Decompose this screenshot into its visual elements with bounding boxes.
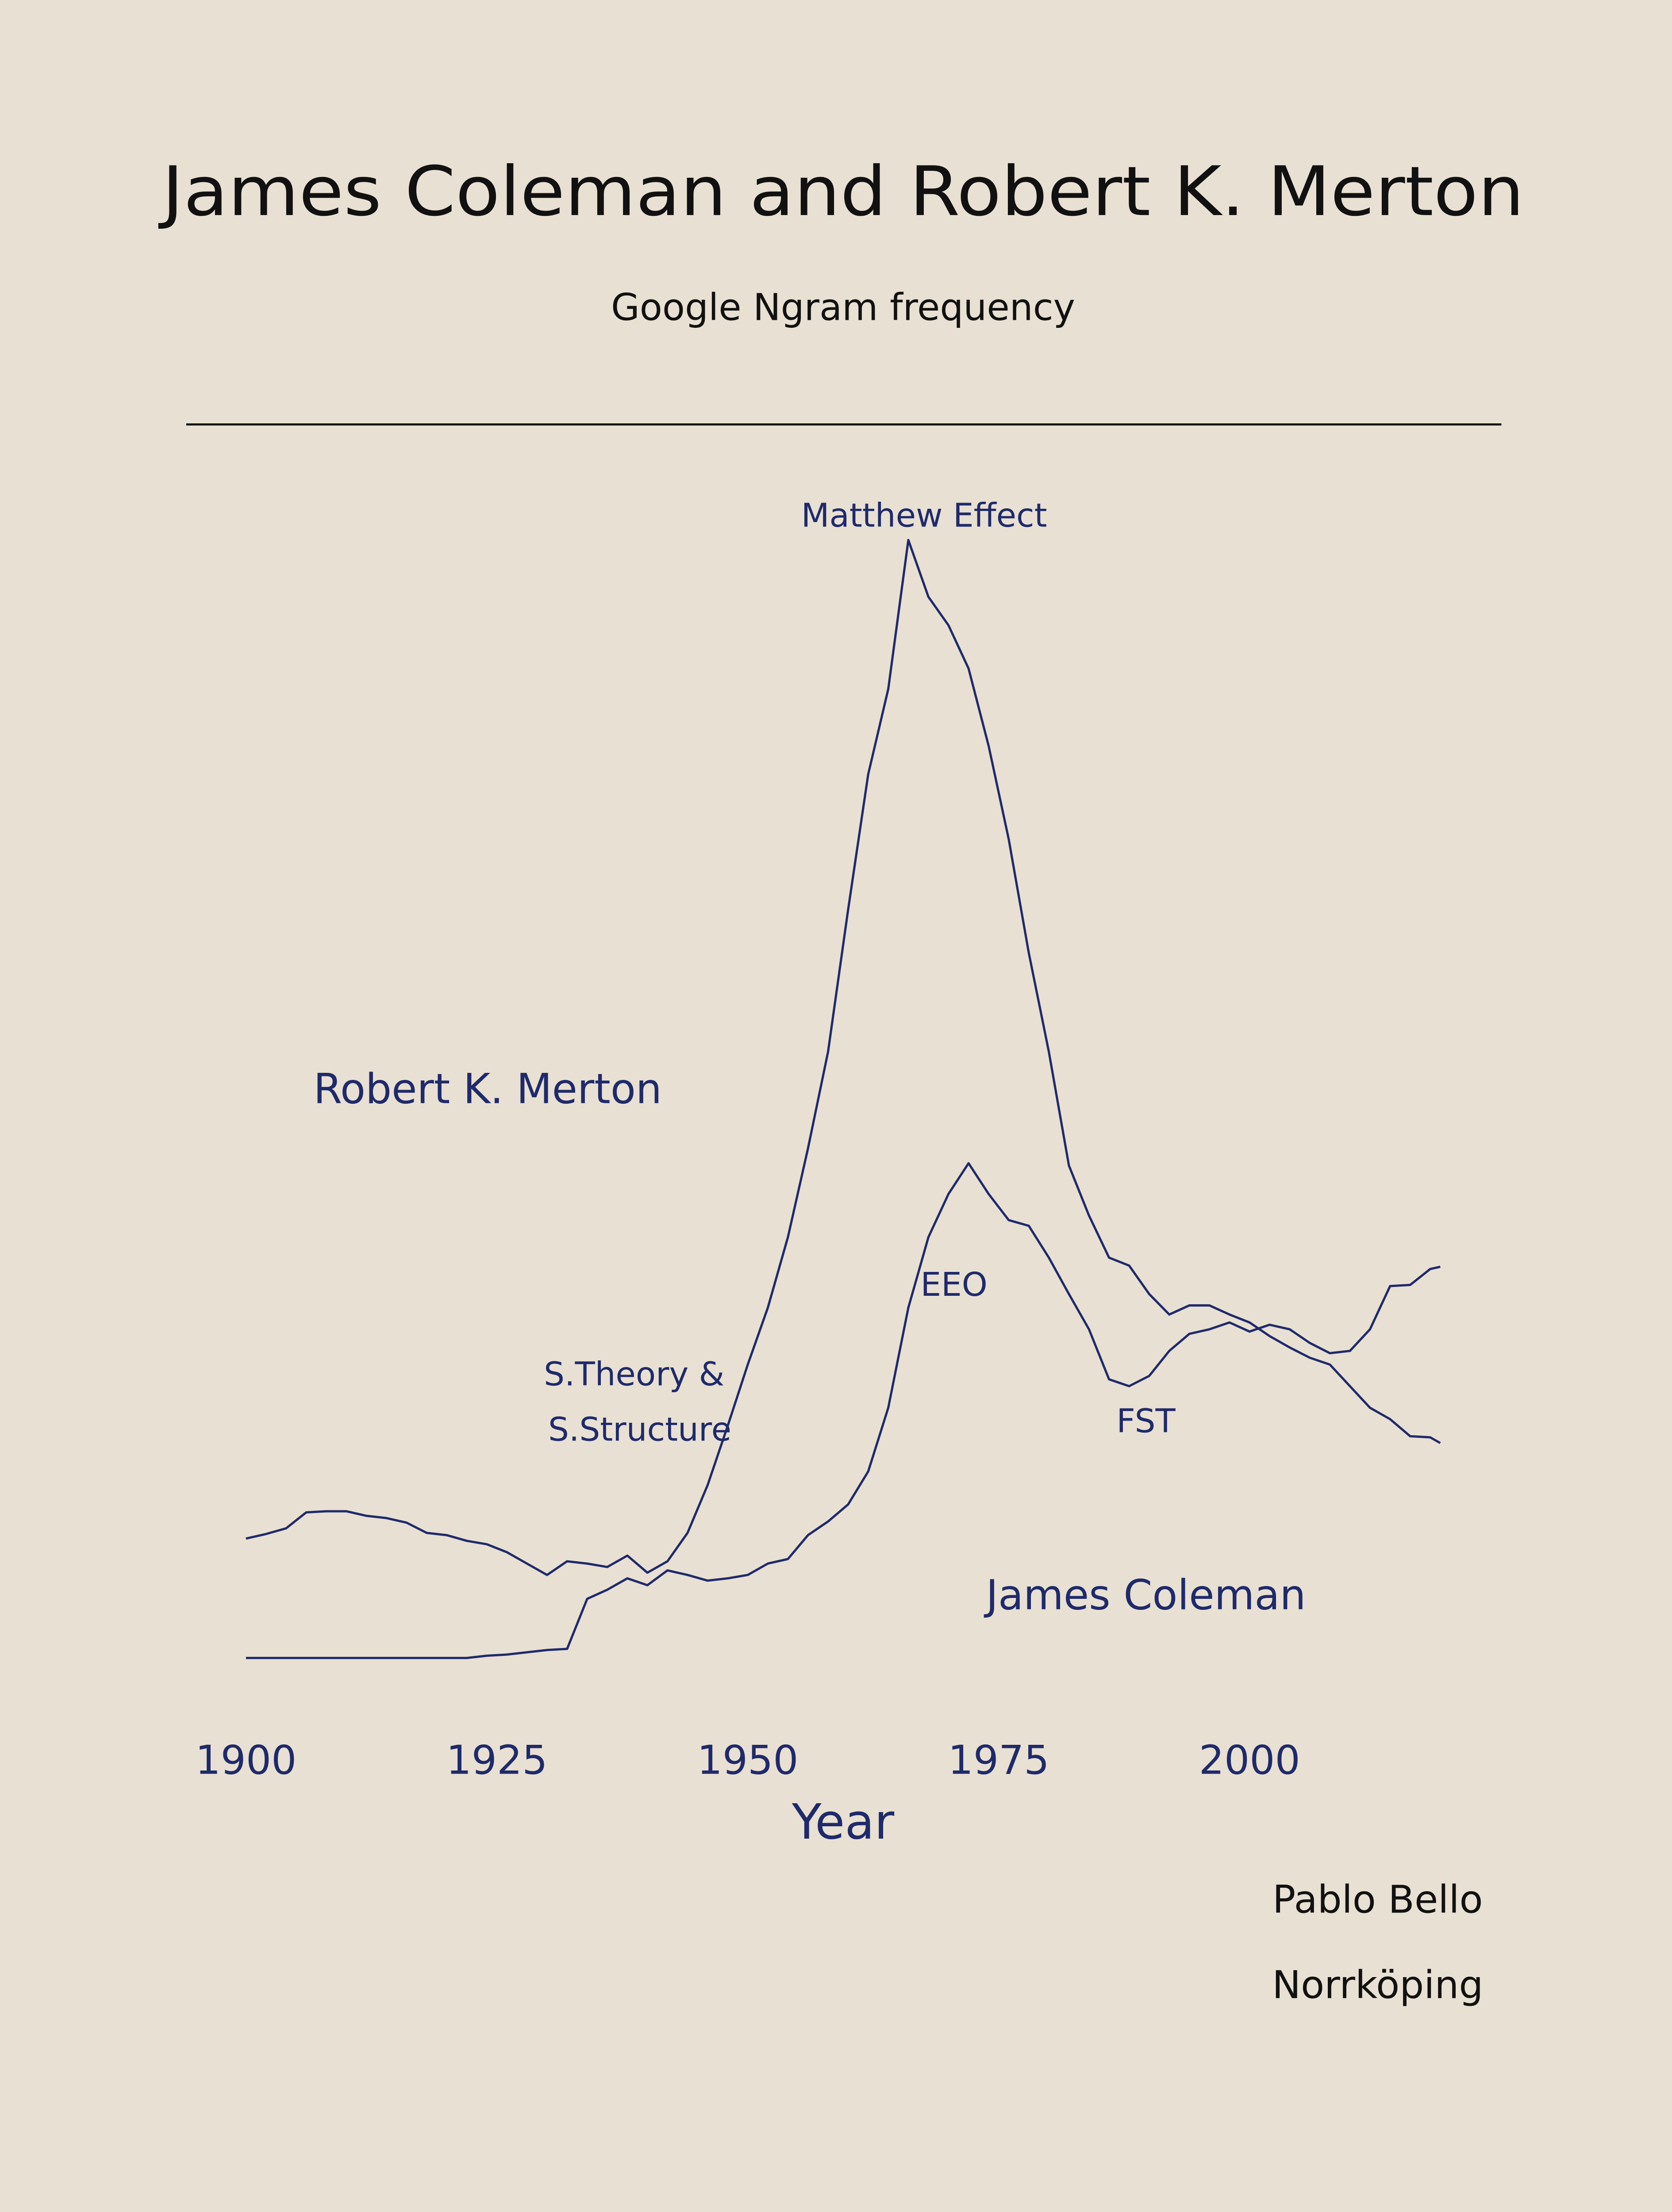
- annotation: S.Structure: [548, 1411, 731, 1449]
- credit: Pablo Bello: [1272, 1878, 1483, 1922]
- x-tick-label: 2000: [1199, 1737, 1300, 1784]
- annotation: Matthew Effect: [801, 496, 1047, 534]
- credit: Norrköping: [1272, 1962, 1483, 2007]
- x-axis-label: Year: [792, 1794, 894, 1850]
- x-tick-label: 1975: [948, 1737, 1049, 1784]
- annotation: S.Theory &: [544, 1355, 724, 1393]
- x-tick-label: 1950: [697, 1737, 799, 1784]
- chart-subtitle: Google Ngram frequency: [611, 286, 1075, 329]
- series-label: Robert K. Merton: [313, 1065, 661, 1113]
- series-label: James Coleman: [984, 1571, 1306, 1619]
- series-line: [246, 539, 1441, 1576]
- chart-title: James Coleman and Robert K. Merton: [158, 152, 1524, 231]
- x-tick-label: 1925: [446, 1737, 548, 1784]
- series-line: [246, 1162, 1441, 1659]
- annotation: EEO: [920, 1266, 988, 1304]
- x-tick-label: 1900: [195, 1737, 296, 1784]
- annotation: FST: [1116, 1402, 1176, 1440]
